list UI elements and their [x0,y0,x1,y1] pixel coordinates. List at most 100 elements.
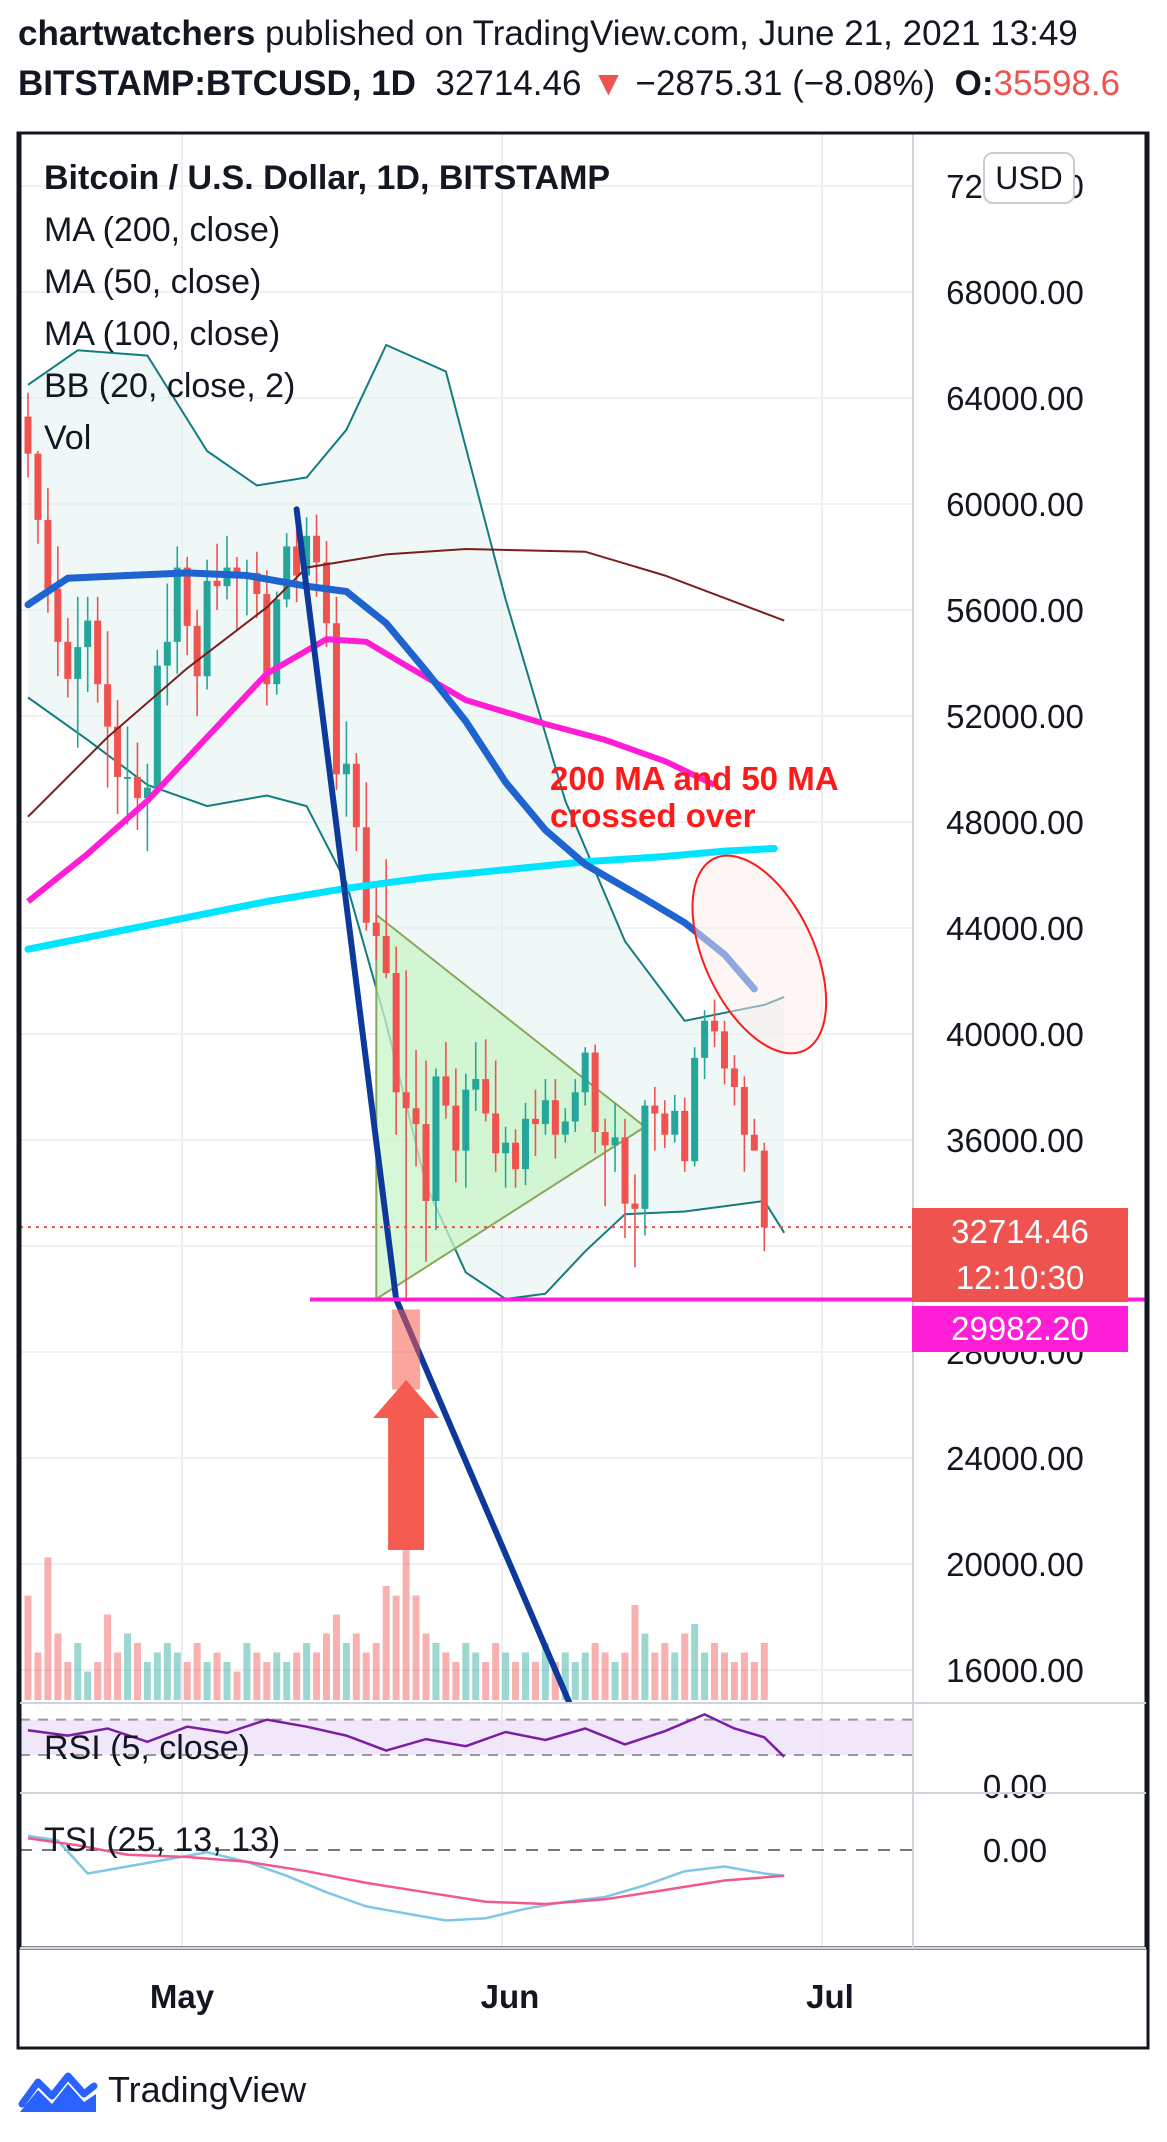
volume-bar [362,1652,370,1700]
volume-bar [104,1614,112,1700]
outer-frame [16,131,1150,2050]
candle-body [581,1052,589,1093]
candle-body [193,625,201,677]
volume-bar [681,1633,689,1700]
volume-bar [711,1643,719,1700]
volume-bar [223,1662,231,1700]
volume-bar [133,1643,141,1700]
volume-bar [541,1643,549,1700]
tsi-label[interactable]: TSI (25, 13, 13) [44,1821,281,1859]
volume-bar [263,1662,271,1700]
volume-bar [561,1652,569,1700]
x-tick-label: May [150,1978,215,2015]
candle-body [492,1113,500,1154]
legend-ma200[interactable]: MA (200, close) [44,211,281,249]
open-label: O: [954,64,994,103]
candle-body [641,1105,649,1209]
candle-body [661,1113,669,1135]
candle-body [323,562,330,624]
volume-bar [114,1652,122,1700]
volume-bar [462,1643,470,1700]
volume-bar [472,1652,480,1700]
candle-body [173,567,181,642]
annotation-line-1: 200 MA and 50 MA [550,760,839,797]
candle-body [163,641,171,666]
volume-bar [173,1652,181,1700]
volume-bar [442,1652,450,1700]
candle-body [591,1052,599,1133]
candle-body [84,620,92,648]
candle-body [124,776,131,779]
candle-body [143,787,151,799]
candle-body [522,1118,529,1170]
ma200-line [27,547,785,818]
candle-body [651,1105,659,1114]
legend-ma100[interactable]: MA (100, close) [44,315,281,353]
volume-bar [143,1662,151,1700]
volume-bar [551,1662,559,1700]
currency-button[interactable]: USD [983,152,1075,204]
tradingview-logo-icon[interactable] [18,2068,98,2112]
y-tick-label: 40000.00 [946,1016,1084,1053]
footer-brand[interactable]: TradingView [108,2069,307,2110]
y-tick-label: 48000.00 [946,804,1084,841]
y-tick-label: 60000.00 [946,486,1084,523]
rsi-tick-label: 0.00 [983,1768,1047,1805]
candle-body [601,1132,609,1146]
ma100-line [26,636,716,904]
y-tick-label: 16000.00 [946,1652,1084,1689]
candle-body [631,1203,639,1209]
volume-bar [740,1652,748,1700]
candle-body [472,1079,480,1090]
y-tick-label: 44000.00 [946,910,1084,947]
volume-bar [631,1605,639,1700]
ma50-line [24,845,778,953]
volume-bar [671,1652,679,1700]
tsi-tick-label: 0.00 [983,1832,1047,1869]
legend-bb[interactable]: BB (20, close, 2) [44,367,296,405]
volume-bar [213,1652,221,1700]
countdown-tag: 12:10:30 [912,1256,1128,1302]
volume-bar [24,1595,32,1700]
volume-bar [352,1633,360,1700]
candle-body [691,1057,699,1162]
volume-bar [293,1652,301,1700]
ma-blue-line [24,569,758,993]
annotation-line-2: crossed over [550,797,756,834]
volume-bar [392,1595,400,1700]
volume-bar [571,1662,579,1700]
candle-body [392,973,400,1093]
author-name[interactable]: chartwatchers [18,14,256,53]
candle-body [283,546,291,600]
candle-body [681,1110,689,1162]
candle-body [183,567,191,626]
volume-bar [601,1652,609,1700]
volume-bar [621,1652,629,1700]
legend-ma50[interactable]: MA (50, close) [44,263,262,301]
candle-body [730,1068,738,1087]
x-tick-label: Jun [481,1978,540,2015]
symbol-name[interactable]: BITSTAMP:BTCUSD, 1D [18,64,416,103]
candle-body [64,641,72,679]
candle-body [24,416,32,454]
volume-bar [153,1652,161,1700]
rsi-label[interactable]: RSI (5, close) [44,1729,250,1767]
candle-body [452,1105,460,1151]
candle-body [721,1031,728,1069]
volume-bar [54,1633,62,1700]
legend-vol[interactable]: Vol [44,419,92,457]
candle-body [104,684,112,727]
footer: TradingView [18,2062,306,2118]
candle-body [571,1092,579,1122]
tsi-fast-line [27,1834,785,1922]
volume-bar [641,1633,649,1700]
candle-body [561,1121,569,1135]
volume-bar [691,1624,699,1700]
candle-body [94,620,102,685]
candle-body [332,623,340,775]
support-price-tag: 29982.20 [912,1306,1128,1352]
volume-bar [94,1662,102,1700]
candle-body [362,827,370,923]
candle-body [760,1150,768,1228]
